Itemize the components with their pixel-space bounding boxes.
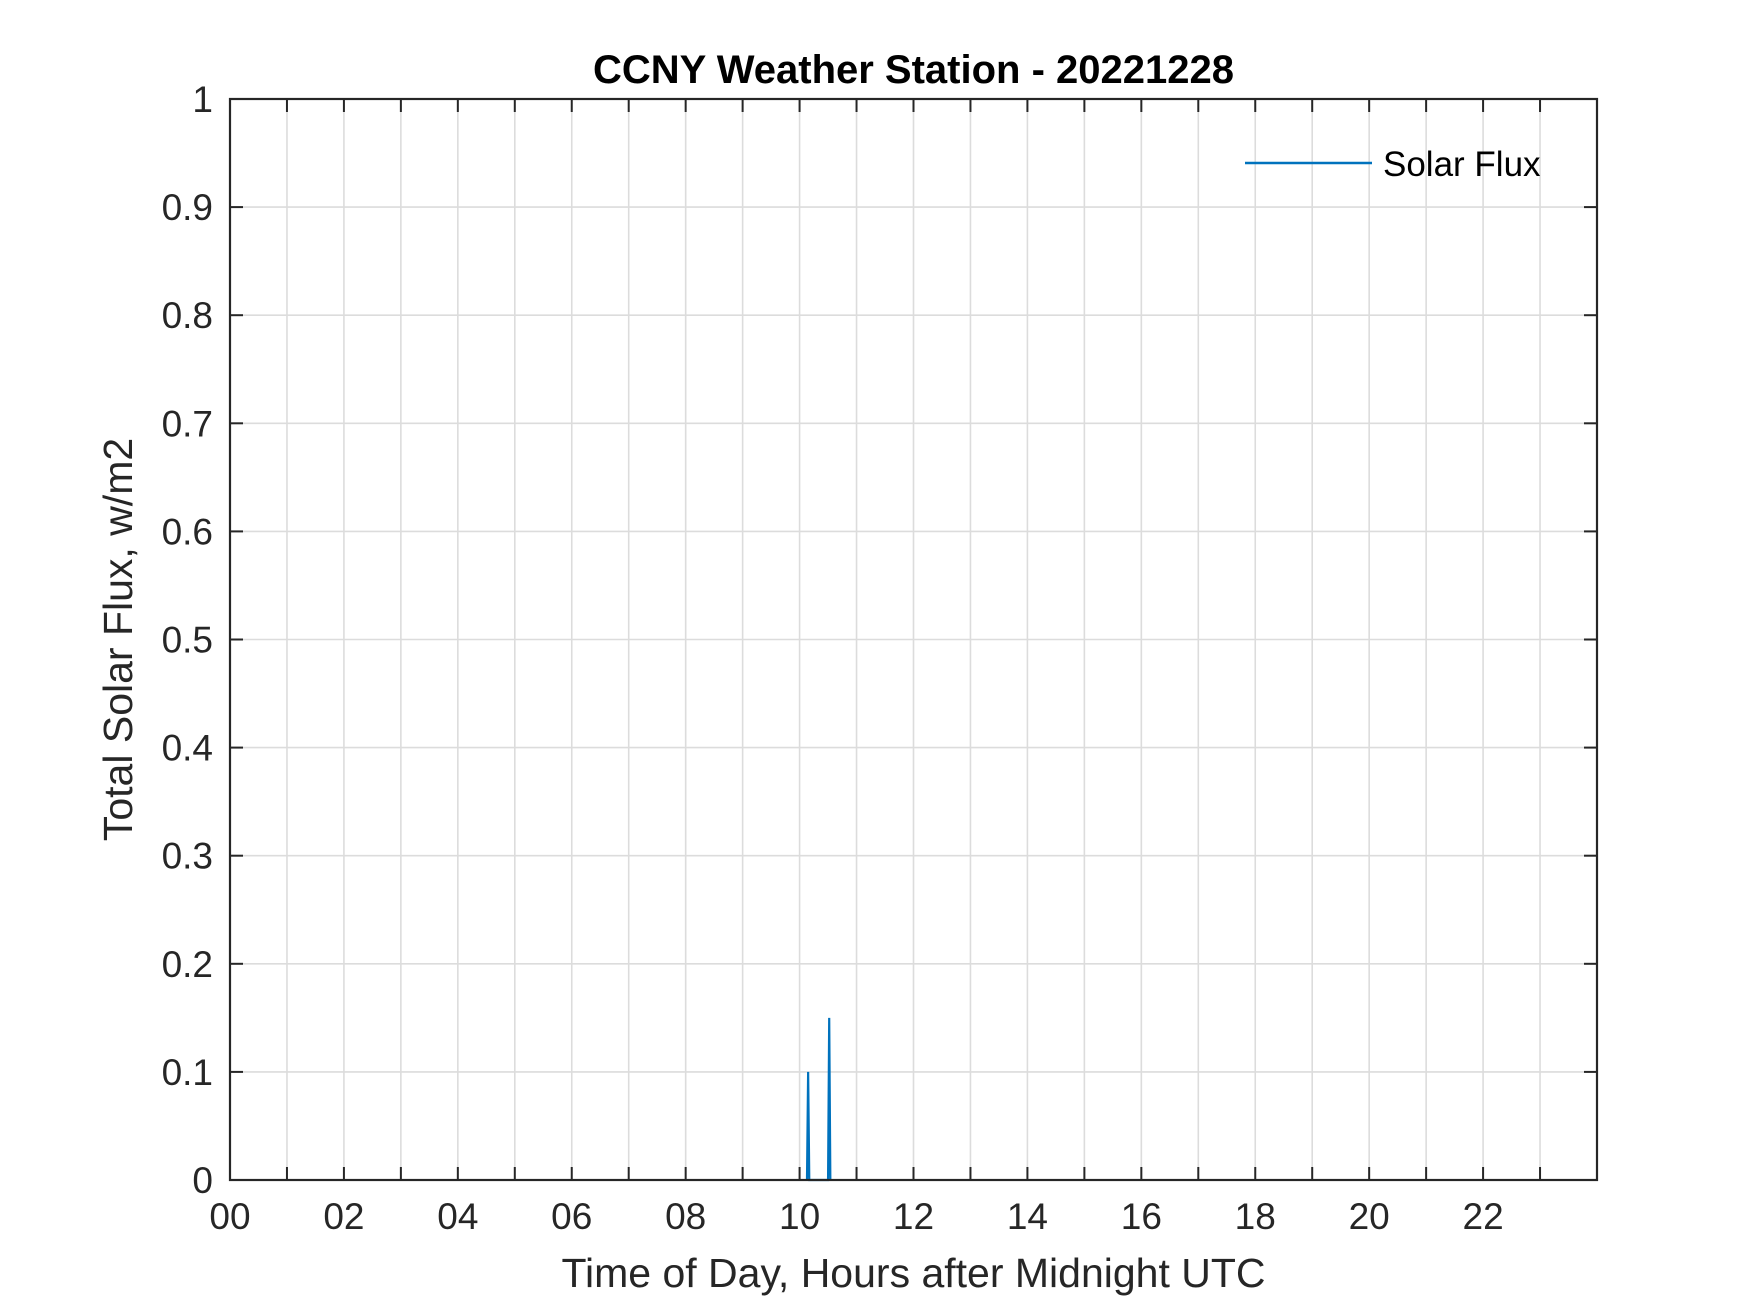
x-tick-label: 10 [779,1196,820,1237]
y-tick-label: 1 [192,79,213,120]
x-tick-label: 16 [1121,1196,1162,1237]
x-tick-label: 12 [893,1196,934,1237]
x-tick-label: 04 [437,1196,478,1237]
y-tick-label: 0 [192,1160,213,1201]
x-tick-label: 14 [1007,1196,1048,1237]
x-tick-label: 22 [1463,1196,1504,1237]
x-tick-label: 08 [665,1196,706,1237]
y-axis-label: Total Solar Flux, w/m2 [95,438,141,841]
y-tick-label: 0.8 [162,295,213,336]
y-tick-label: 0.4 [162,728,213,769]
chart-title: CCNY Weather Station - 20221228 [593,48,1234,92]
y-tick-label: 0.2 [162,944,213,985]
x-tick-label: 18 [1235,1196,1276,1237]
x-tick-label: 06 [551,1196,592,1237]
y-tick-label: 0.1 [162,1052,213,1093]
x-tick-label: 02 [323,1196,364,1237]
y-tick-label: 0.6 [162,511,213,552]
x-tick-labels: 00 02 04 06 08 10 12 14 16 18 20 22 [209,1196,1503,1237]
x-axis-label: Time of Day, Hours after Midnight UTC [561,1250,1265,1296]
ticks [230,98,1597,1181]
y-tick-label: 0.7 [162,403,213,444]
grid [230,99,1597,1180]
legend-label-solar-flux: Solar Flux [1383,145,1541,184]
y-tick-labels: 0 0.1 0.2 0.3 0.4 0.5 0.6 0.7 0.8 0.9 1 [162,79,213,1201]
series-line-solar-flux [805,1017,832,1182]
x-tick-label: 00 [209,1196,250,1237]
series-layer [805,1017,832,1182]
legend: Solar Flux [1245,145,1541,184]
y-tick-label: 0.3 [162,836,213,877]
x-tick-label: 20 [1349,1196,1390,1237]
y-tick-label: 0.9 [162,187,213,228]
y-tick-label: 0.5 [162,620,213,661]
